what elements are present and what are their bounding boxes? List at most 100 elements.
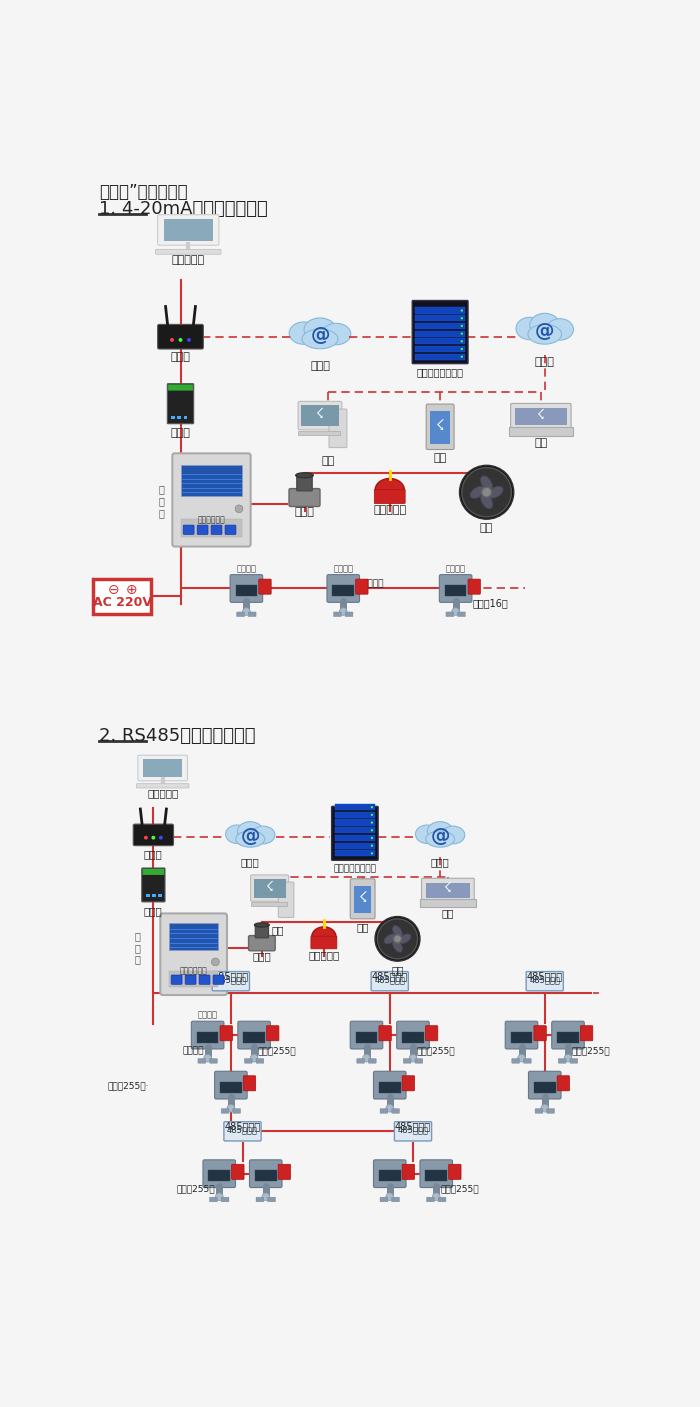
Ellipse shape [225, 825, 249, 843]
FancyBboxPatch shape [221, 1109, 229, 1113]
FancyBboxPatch shape [209, 1058, 217, 1064]
Text: 可连接255台: 可连接255台 [417, 1045, 456, 1055]
FancyBboxPatch shape [335, 819, 375, 826]
FancyBboxPatch shape [220, 1082, 242, 1093]
FancyBboxPatch shape [164, 218, 213, 241]
FancyBboxPatch shape [143, 868, 164, 875]
Ellipse shape [480, 492, 493, 509]
Ellipse shape [312, 927, 336, 947]
FancyBboxPatch shape [356, 580, 368, 594]
FancyBboxPatch shape [248, 612, 256, 616]
FancyBboxPatch shape [403, 1058, 411, 1064]
FancyBboxPatch shape [402, 1031, 424, 1043]
FancyBboxPatch shape [152, 895, 155, 898]
Ellipse shape [530, 314, 560, 336]
FancyBboxPatch shape [253, 879, 286, 898]
Circle shape [242, 608, 251, 615]
Text: 路由器: 路由器 [144, 848, 162, 858]
FancyBboxPatch shape [255, 1171, 276, 1182]
FancyBboxPatch shape [505, 1021, 538, 1050]
FancyBboxPatch shape [334, 612, 342, 616]
Text: 单机版电脑: 单机版电脑 [147, 788, 178, 799]
Text: 终端: 终端 [442, 909, 454, 919]
Text: 报警控制主机: 报警控制主机 [180, 967, 208, 975]
FancyBboxPatch shape [426, 1197, 434, 1202]
FancyBboxPatch shape [440, 574, 472, 602]
FancyBboxPatch shape [392, 1109, 400, 1113]
FancyBboxPatch shape [183, 525, 194, 535]
FancyBboxPatch shape [552, 1021, 584, 1050]
FancyBboxPatch shape [368, 1058, 376, 1064]
Text: ⊖: ⊖ [107, 582, 119, 597]
FancyBboxPatch shape [335, 850, 375, 857]
Text: 单机版电脑: 单机版电脑 [172, 255, 205, 265]
FancyBboxPatch shape [155, 249, 221, 255]
FancyBboxPatch shape [392, 1197, 400, 1202]
Text: 1. 4-20mA信号连接系统图: 1. 4-20mA信号连接系统图 [99, 200, 268, 218]
FancyBboxPatch shape [289, 488, 320, 507]
Text: 安帕尔网络服务器: 安帕尔网络服务器 [416, 367, 463, 377]
Circle shape [151, 836, 155, 840]
FancyBboxPatch shape [380, 1197, 388, 1202]
Circle shape [178, 338, 183, 342]
FancyBboxPatch shape [327, 574, 360, 602]
Circle shape [517, 1054, 526, 1062]
FancyBboxPatch shape [209, 1197, 217, 1202]
Ellipse shape [393, 926, 402, 938]
Ellipse shape [237, 822, 263, 841]
Text: 电磁阀: 电磁阀 [253, 951, 272, 961]
FancyBboxPatch shape [158, 895, 162, 898]
FancyBboxPatch shape [203, 1159, 235, 1188]
FancyBboxPatch shape [335, 834, 375, 841]
Circle shape [216, 1193, 223, 1200]
FancyBboxPatch shape [446, 612, 454, 616]
FancyBboxPatch shape [146, 895, 150, 898]
FancyBboxPatch shape [232, 1165, 244, 1179]
Text: 通
讯
线: 通 讯 线 [158, 484, 164, 518]
Circle shape [386, 1104, 393, 1112]
Ellipse shape [528, 325, 561, 345]
Circle shape [371, 806, 373, 809]
Circle shape [227, 1104, 235, 1112]
Text: 风机: 风机 [480, 523, 494, 533]
Text: ⊕: ⊕ [126, 582, 137, 597]
Ellipse shape [516, 318, 543, 339]
Text: 可连接16个: 可连接16个 [473, 598, 508, 608]
FancyBboxPatch shape [356, 1031, 377, 1043]
FancyBboxPatch shape [402, 1076, 414, 1090]
Circle shape [363, 1054, 370, 1062]
FancyBboxPatch shape [515, 408, 567, 425]
FancyBboxPatch shape [332, 806, 378, 860]
Text: 可连接255台: 可连接255台 [176, 1185, 216, 1193]
FancyBboxPatch shape [374, 1159, 406, 1188]
FancyBboxPatch shape [267, 1197, 275, 1202]
FancyBboxPatch shape [420, 1159, 452, 1188]
Text: 可连接255台: 可连接255台 [258, 1045, 297, 1055]
FancyBboxPatch shape [526, 972, 564, 991]
Text: 可连接255台: 可连接255台 [440, 1185, 479, 1193]
Text: 2. RS485信号连接系统图: 2. RS485信号连接系统图 [99, 727, 256, 746]
FancyBboxPatch shape [374, 1071, 406, 1099]
FancyBboxPatch shape [185, 975, 196, 985]
FancyBboxPatch shape [357, 1058, 365, 1064]
Text: 互联网: 互联网 [430, 857, 449, 868]
Text: 485中继器: 485中继器 [227, 1126, 258, 1134]
FancyBboxPatch shape [379, 1082, 400, 1093]
FancyBboxPatch shape [172, 416, 175, 419]
Circle shape [461, 325, 463, 326]
FancyBboxPatch shape [415, 331, 465, 336]
FancyBboxPatch shape [237, 612, 244, 616]
FancyBboxPatch shape [191, 1021, 224, 1050]
Circle shape [461, 356, 463, 357]
FancyBboxPatch shape [380, 1109, 388, 1113]
FancyBboxPatch shape [426, 404, 454, 449]
Ellipse shape [470, 487, 486, 498]
Text: 声光报警器: 声光报警器 [308, 950, 340, 960]
Circle shape [461, 310, 463, 312]
Text: 手机: 手机 [356, 922, 369, 931]
FancyBboxPatch shape [267, 1026, 279, 1041]
Circle shape [386, 1193, 393, 1200]
FancyBboxPatch shape [249, 1159, 282, 1188]
Text: 风机: 风机 [391, 965, 404, 975]
FancyBboxPatch shape [244, 1058, 252, 1064]
